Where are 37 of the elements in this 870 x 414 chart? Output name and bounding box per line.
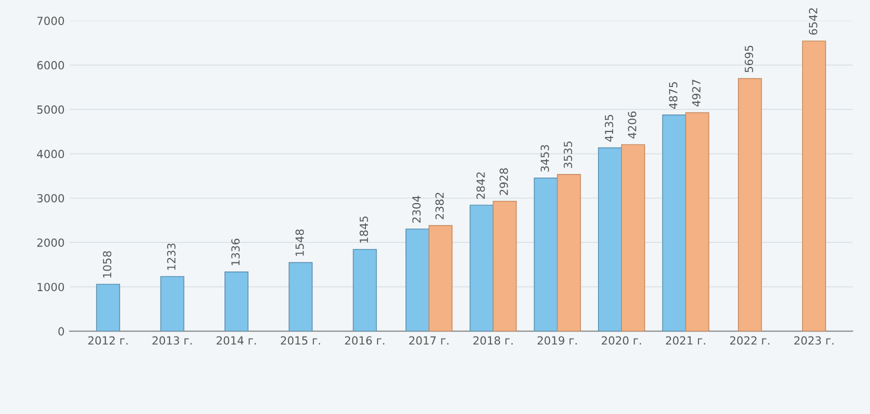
data-label: 6542	[808, 8, 818, 35]
data-label: 4875	[669, 82, 678, 109]
data-label: 1233	[167, 244, 176, 270]
x-tick-label: 2019 г.	[538, 336, 577, 345]
data-label: 4206	[628, 112, 636, 139]
x-tick-label: 2013 г.	[152, 336, 192, 345]
data-label: 4927	[692, 80, 701, 107]
data-label: 5695	[744, 46, 754, 72]
y-tick-label: 5000	[37, 105, 64, 114]
data-label: 1336	[231, 238, 240, 266]
x-tick-label: 2017 г.	[409, 336, 448, 345]
x-tick-label: 2016 г.	[345, 336, 384, 345]
data-label: 2928	[500, 168, 508, 195]
data-label: 3453	[540, 145, 550, 172]
data-label: 1058	[102, 251, 112, 278]
data-label: 3535	[564, 142, 572, 168]
y-tick-label: 0	[58, 327, 64, 336]
x-tick-label: 2020 г.	[602, 336, 641, 345]
x-tick-label: 2021 г.	[666, 336, 706, 345]
x-tick-label: 2015 г.	[280, 336, 320, 345]
y-tick-label: 2000	[37, 238, 64, 247]
data-label: 1845	[360, 216, 368, 243]
x-tick-label: 2012 г.	[88, 336, 128, 345]
data-label: 2304	[412, 196, 421, 223]
y-tick-label: 1000	[38, 282, 64, 292]
data-label: 1548	[295, 229, 304, 256]
y-tick-label: 7000	[37, 16, 64, 26]
x-tick-label: 2014 г.	[216, 336, 256, 345]
y-tick-label: 4000	[37, 150, 64, 158]
data-label: 2382	[435, 192, 444, 220]
x-tick-label: 2023 г.	[794, 336, 834, 345]
data-label: 2842	[476, 172, 485, 199]
x-tick-label: 2022 г.	[730, 336, 770, 345]
y-tick-label: 6000	[37, 61, 64, 70]
y-tick-label: 3000	[37, 194, 64, 203]
x-tick-label: 2018 г.	[473, 336, 513, 345]
data-label: 4135	[604, 114, 614, 142]
